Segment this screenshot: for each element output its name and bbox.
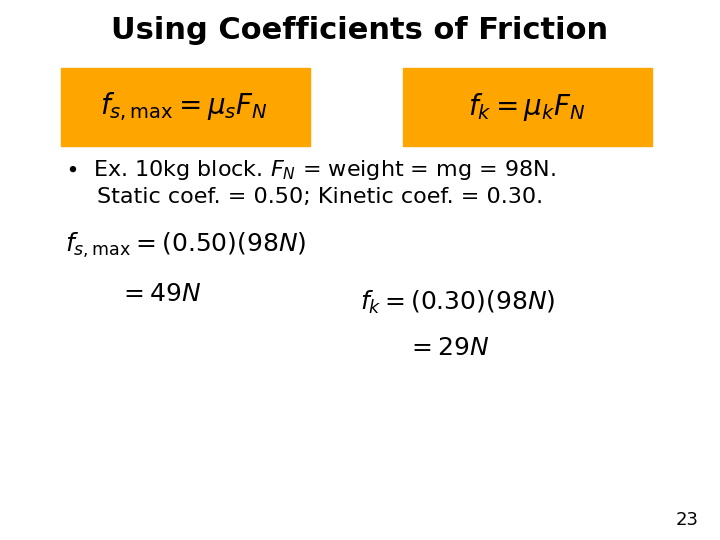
Text: 23: 23: [675, 511, 698, 529]
Text: $f_{s,\mathrm{max}} = (0.50)(98N)$: $f_{s,\mathrm{max}} = (0.50)(98N)$: [65, 231, 306, 260]
FancyBboxPatch shape: [61, 68, 310, 146]
Text: $= 29N$: $= 29N$: [407, 336, 489, 360]
Text: $\bullet$  Ex. 10kg block. $F_N$ = weight = mg = 98N.: $\bullet$ Ex. 10kg block. $F_N$ = weight…: [65, 158, 556, 182]
Text: Using Coefficients of Friction: Using Coefficients of Friction: [112, 16, 608, 45]
FancyBboxPatch shape: [403, 68, 652, 146]
Text: $f_k = \mu_k F_N$: $f_k = \mu_k F_N$: [468, 91, 586, 123]
Text: $f_{s,\mathrm{max}} = \mu_s F_N$: $f_{s,\mathrm{max}} = \mu_s F_N$: [100, 91, 267, 123]
Text: Static coef. = 0.50; Kinetic coef. = 0.30.: Static coef. = 0.50; Kinetic coef. = 0.3…: [97, 187, 544, 207]
Text: $f_k = (0.30)(98N)$: $f_k = (0.30)(98N)$: [360, 289, 555, 316]
Text: $= 49N$: $= 49N$: [119, 282, 202, 306]
